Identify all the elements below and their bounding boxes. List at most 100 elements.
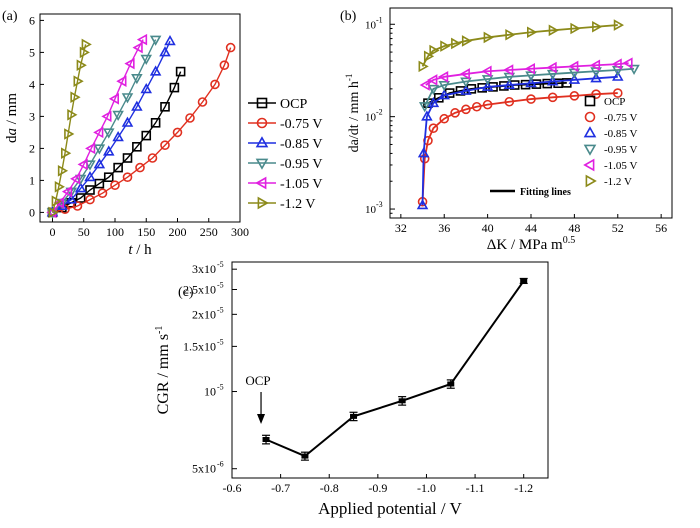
- data-point: [483, 31, 494, 44]
- data-point: [64, 128, 75, 140]
- data-point: [67, 109, 78, 121]
- y-tick-exponent: -5: [217, 305, 224, 314]
- data-point: [427, 96, 440, 108]
- panel-label: (b): [340, 9, 357, 24]
- data-point: [520, 278, 528, 284]
- legend-label: -1.2 V: [280, 197, 316, 212]
- x-tick-label: 32: [395, 221, 407, 235]
- data-point: [141, 130, 152, 141]
- data-point: [103, 172, 114, 182]
- data-point: [590, 72, 602, 83]
- legend-marker: [255, 176, 267, 190]
- legend-label: -0.85 V: [604, 128, 637, 140]
- legend-marker: [583, 158, 595, 172]
- data-point: [418, 60, 429, 73]
- data-point: [122, 153, 133, 163]
- plot-frame: [231, 261, 549, 479]
- y-tick-label: 10: [365, 19, 377, 31]
- data-point: [503, 72, 516, 84]
- data-point: [450, 108, 460, 118]
- x-axis-label-sup: 0.5: [563, 235, 576, 246]
- data-point: [102, 128, 115, 139]
- y-tick-label: 2: [29, 141, 35, 155]
- y-tick-label: 10: [365, 204, 377, 216]
- data-point: [149, 35, 162, 46]
- y-tick-exponent: -1: [376, 15, 383, 24]
- data-point: [149, 65, 162, 76]
- data-point: [74, 174, 87, 186]
- x-tick-label: -0.9: [368, 481, 387, 495]
- x-axis-label: Applied potential / V: [318, 499, 462, 518]
- y-tick-exponent: -2: [376, 108, 383, 117]
- data-point: [546, 75, 559, 86]
- data-point: [531, 79, 542, 89]
- y-axis-label-prefix: d: [4, 135, 20, 143]
- y-tick-exponent: -6: [217, 460, 224, 469]
- ocp-annotation: OCP: [245, 373, 270, 388]
- y-tick-label: 5x10: [192, 462, 216, 476]
- data-point: [185, 113, 195, 123]
- data-point: [85, 142, 96, 155]
- x-axis-label-delta: ΔK: [487, 237, 508, 253]
- data-point: [546, 61, 557, 74]
- x-axis-label-unit: / MPa m: [507, 237, 563, 253]
- y-tick-exponent: -5: [217, 337, 224, 346]
- legend-label: -0.75 V: [280, 117, 323, 132]
- data-point: [150, 118, 161, 128]
- data-point: [101, 110, 112, 123]
- data-point: [570, 22, 581, 35]
- legend-label: -0.95 V: [280, 157, 323, 172]
- x-tick-label: 44: [525, 221, 537, 235]
- x-axis-label-unit: / h: [133, 242, 153, 258]
- data-point: [612, 88, 623, 98]
- legend-marker: [255, 158, 269, 170]
- y-axis-label-sup: -1: [344, 74, 354, 82]
- series-line: [52, 47, 232, 214]
- x-tick-label: -0.8: [320, 481, 339, 495]
- data-point: [461, 35, 473, 47]
- x-tick-label: 50: [78, 225, 90, 239]
- legend-marker: [584, 95, 596, 107]
- legend-marker: [584, 111, 596, 123]
- data-point: [73, 75, 84, 87]
- x-tick-label: 0: [50, 225, 56, 239]
- series-line: [265, 280, 525, 458]
- data-point: [172, 127, 183, 138]
- data-point: [438, 71, 449, 83]
- data-point: [121, 116, 134, 127]
- x-tick-label: 36: [438, 221, 450, 235]
- data-point: [113, 162, 123, 173]
- data-point: [197, 97, 208, 107]
- data-point: [169, 82, 180, 93]
- x-axis-label-var: t: [128, 242, 133, 258]
- series-line: [51, 44, 87, 213]
- y-tick-exponent: -5: [217, 383, 224, 392]
- data-point: [481, 80, 494, 91]
- data-point: [569, 91, 580, 101]
- data-point: [85, 194, 95, 205]
- data-point: [417, 147, 430, 158]
- plot-frame: [39, 13, 241, 223]
- y-tick-label: 2.5x10: [183, 282, 216, 296]
- data-point: [72, 201, 83, 211]
- data-point: [460, 84, 472, 95]
- data-point: [589, 59, 601, 72]
- data-point: [112, 110, 124, 122]
- legend-marker: [583, 126, 597, 138]
- y-tick-exponent: -5: [217, 280, 224, 289]
- data-point: [60, 147, 72, 159]
- data-point: [611, 58, 622, 70]
- data-point: [568, 60, 579, 73]
- data-point: [481, 75, 494, 86]
- x-tick-label: -0.7: [271, 481, 290, 495]
- y-tick-label: 3x10: [192, 262, 216, 276]
- data-point: [460, 77, 472, 88]
- y-tick-label: 0: [29, 205, 35, 219]
- data-point: [81, 38, 92, 51]
- data-point: [419, 153, 430, 164]
- data-point: [301, 453, 309, 459]
- data-point: [547, 92, 558, 103]
- y-axis-label-sup: -1: [154, 326, 165, 334]
